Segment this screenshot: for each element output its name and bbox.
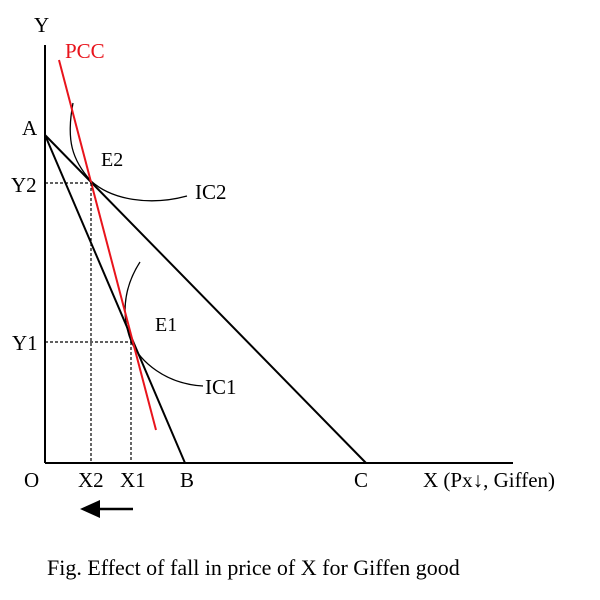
point-e2-label: E2 [101, 149, 123, 171]
figure-caption: Fig. Effect of fall in price of X for Gi… [47, 555, 460, 580]
left-arrow-icon [80, 500, 133, 518]
indifference-curve-ic1 [124, 261, 204, 387]
tick-x2-label: X2 [78, 468, 104, 492]
ic2-label: IC2 [195, 180, 227, 204]
pcc-label: PCC [65, 39, 105, 63]
point-b-label: B [180, 468, 194, 492]
budget-line-ab [44, 134, 186, 464]
origin-label: O [24, 468, 39, 492]
pcc-line [58, 59, 157, 431]
tick-y2-label: Y2 [11, 173, 37, 197]
indifference-curve-ic2 [69, 102, 188, 202]
point-e1-label: E1 [155, 314, 177, 336]
x-axis-label: X (Px↓, Giffen) [423, 468, 555, 492]
y-axis-label: Y [34, 13, 49, 37]
budget-line-ac [44, 134, 367, 464]
point-c-label: C [354, 468, 368, 492]
ic1-label: IC1 [205, 375, 237, 399]
tick-x1-label: X1 [120, 468, 146, 492]
tick-y1-label: Y1 [12, 331, 38, 355]
point-a-label: A [22, 116, 38, 140]
